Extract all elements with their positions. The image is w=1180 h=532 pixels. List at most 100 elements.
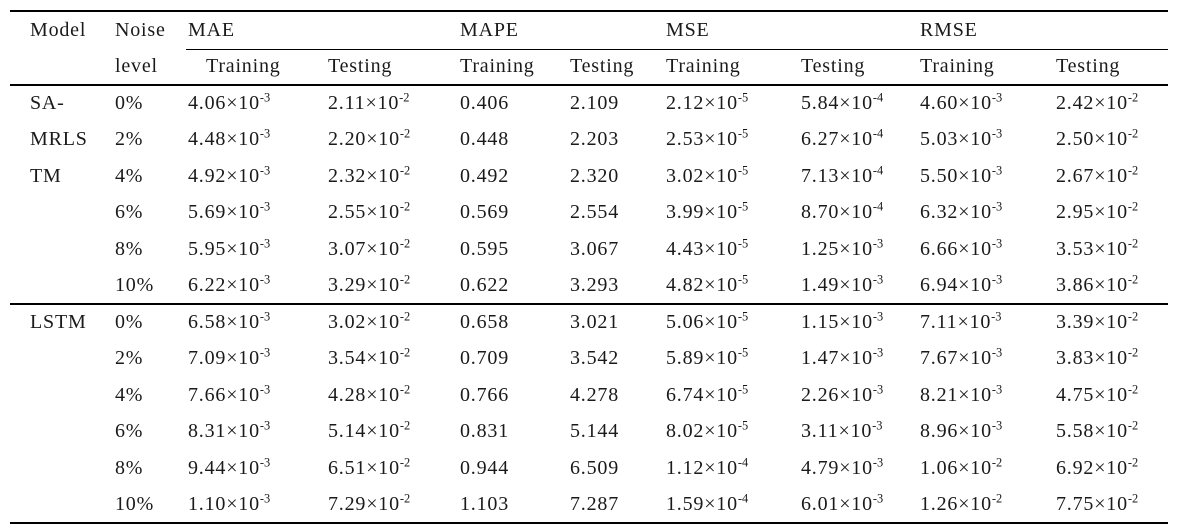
value-cell: 6.92×10-2 xyxy=(1056,455,1139,479)
value-cell: 1.10×10-3 xyxy=(188,491,271,515)
exponent: -3 xyxy=(259,236,271,251)
value-cell: 2.67×10-2 xyxy=(1056,163,1139,187)
value-cell: 1.25×10-3 xyxy=(801,236,884,260)
value-cell: 0.595 xyxy=(460,237,509,260)
value-cell: 7.66×10-3 xyxy=(188,382,271,406)
column-group-mae: MAE xyxy=(186,11,458,50)
table-row: 8% 5.95×10-3 3.07×10-2 0.595 3.067 4.43×10-5 1… xyxy=(10,231,1168,268)
column-header-mse-testing: Testing xyxy=(799,49,918,86)
value-cell: 1.06×10-2 xyxy=(920,455,1003,479)
table-row: 10% 6.22×10-3 3.29×10-2 0.622 3.293 4.82×10-5… xyxy=(10,268,1168,305)
value-cell: 3.02×10-2 xyxy=(326,303,458,341)
exponent: -2 xyxy=(1127,345,1139,360)
noise-level-cell: 8% xyxy=(115,456,144,479)
value-cell: 4.43×10-5 xyxy=(666,236,749,260)
value-cell: 5.58×10-2 xyxy=(1056,418,1139,443)
model-header-label: Model xyxy=(30,19,87,41)
exponent: -2 xyxy=(399,199,411,214)
noise-level-cell: 6% xyxy=(115,420,144,443)
exponent: -3 xyxy=(872,345,884,360)
exponent: -3 xyxy=(872,382,884,397)
value-cell: 3.39×10-2 xyxy=(1054,303,1169,341)
value-cell: 5.144 xyxy=(570,420,619,443)
value-cell: 8.70×10-4 xyxy=(801,199,884,224)
value-cell: 7.13×10-4 xyxy=(801,163,884,187)
exponent: -5 xyxy=(737,126,749,141)
exponent: -4 xyxy=(737,455,749,470)
value-cell: 4.278 xyxy=(570,383,619,406)
exponent: -3 xyxy=(259,126,271,141)
value-cell: 1.12×10-4 xyxy=(666,455,749,479)
value-cell: 3.293 xyxy=(570,273,619,296)
exponent: -3 xyxy=(259,163,271,178)
value-cell: 3.86×10-2 xyxy=(1056,272,1139,296)
table-row: MRLS 2% 4.48×10-3 2.20×10-2 0.448 2.203 2.53×1… xyxy=(10,122,1168,159)
exponent: -3 xyxy=(991,199,1003,214)
exponent: -2 xyxy=(399,272,411,287)
model-cell xyxy=(10,414,113,451)
value-cell: 8.21×10-3 xyxy=(920,382,1003,406)
value-cell: 3.53×10-2 xyxy=(1056,236,1139,260)
value-cell: 2.55×10-2 xyxy=(328,199,411,224)
value-cell: 0.406 xyxy=(460,92,509,115)
noise-header-line1: Noise xyxy=(115,19,166,41)
exponent: -3 xyxy=(991,126,1003,141)
table-row: SA- 0% 4.06×10-3 2.11×10-2 0.406 2.109 2.12×10… xyxy=(10,85,1168,122)
noise-level-cell: 0% xyxy=(113,303,186,341)
exponent: -2 xyxy=(1127,491,1139,506)
exponent: -3 xyxy=(259,90,271,105)
exponent: -2 xyxy=(399,163,411,178)
value-cell: 1.26×10-2 xyxy=(920,491,1003,515)
header-group-row: Model Noise level MAE MAPE MSE RMSE xyxy=(10,11,1169,86)
column-header-mape-testing: Testing xyxy=(568,49,664,86)
value-cell: 8.02×10-5 xyxy=(666,418,749,443)
value-cell: 5.89×10-5 xyxy=(666,345,749,370)
value-cell: 2.26×10-3 xyxy=(801,382,884,406)
value-cell: 0.766 xyxy=(460,383,509,406)
column-header-rmse-testing: Testing xyxy=(1054,49,1169,86)
column-header-mae-training: Training xyxy=(186,49,326,86)
value-cell: 0.709 xyxy=(460,347,509,370)
model-cell xyxy=(10,450,113,487)
table-header: Model Noise level MAE MAPE MSE RMSE Trai… xyxy=(10,11,1169,86)
value-cell: 4.82×10-5 xyxy=(666,272,749,296)
exponent: -2 xyxy=(1127,309,1139,324)
value-cell: 7.11×10-3 xyxy=(918,303,1054,341)
exponent: -3 xyxy=(872,236,884,251)
column-header-mape-training: Training xyxy=(458,49,568,86)
value-cell: 0.658 xyxy=(458,303,568,341)
value-cell: 1.47×10-3 xyxy=(801,345,884,370)
table-body: SA- 0% 4.06×10-3 2.11×10-2 0.406 2.109 2.12×10… xyxy=(10,85,1169,523)
exponent: -3 xyxy=(259,272,271,287)
value-cell: 7.287 xyxy=(570,492,619,515)
value-cell: 2.53×10-5 xyxy=(666,126,749,151)
exponent: -3 xyxy=(872,309,884,324)
exponent: -4 xyxy=(872,163,884,178)
exponent: -2 xyxy=(1127,418,1139,433)
exponent: -3 xyxy=(991,163,1003,178)
exponent: -2 xyxy=(399,491,411,506)
exponent: -5 xyxy=(737,199,749,214)
value-cell: 4.48×10-3 xyxy=(188,126,271,151)
header-sub-row: Training Testing Training Testing Traini… xyxy=(10,49,1169,86)
value-cell: 6.01×10-3 xyxy=(801,491,884,515)
value-cell: 5.84×10-4 xyxy=(801,90,884,115)
value-cell: 8.31×10-3 xyxy=(188,418,271,443)
exponent: -5 xyxy=(737,272,749,287)
value-cell: 9.44×10-3 xyxy=(188,455,271,479)
column-header-rmse-training: Training xyxy=(918,49,1054,86)
model-cell xyxy=(10,341,113,378)
exponent: -2 xyxy=(991,491,1003,506)
exponent: -2 xyxy=(399,236,411,251)
column-header-noise-level: Noise level xyxy=(113,11,186,86)
noise-level-cell: 4% xyxy=(115,164,144,187)
exponent: -4 xyxy=(872,126,884,141)
value-cell: 3.11×10-3 xyxy=(801,418,883,443)
column-group-mse: MSE xyxy=(664,11,918,50)
value-cell: 4.75×10-2 xyxy=(1056,382,1139,406)
value-cell: 0.831 xyxy=(460,420,509,443)
exponent: -4 xyxy=(737,491,749,506)
value-cell: 0.492 xyxy=(460,164,509,187)
noise-level-cell: 4% xyxy=(115,383,144,406)
value-cell: 5.06×10-5 xyxy=(664,303,799,341)
